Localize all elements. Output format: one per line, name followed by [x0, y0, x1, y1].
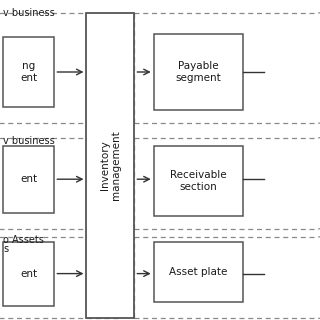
FancyBboxPatch shape — [154, 34, 243, 110]
Text: Inventory
management: Inventory management — [100, 131, 121, 200]
Text: o Assets: o Assets — [3, 235, 44, 245]
FancyBboxPatch shape — [3, 146, 54, 213]
FancyBboxPatch shape — [154, 242, 243, 302]
FancyBboxPatch shape — [86, 13, 134, 318]
Text: ent: ent — [20, 268, 37, 279]
FancyBboxPatch shape — [154, 146, 243, 216]
Text: v business: v business — [3, 136, 55, 146]
Text: ent: ent — [20, 174, 37, 184]
Text: ng
ent: ng ent — [20, 61, 37, 83]
Text: Receivable
section: Receivable section — [170, 170, 227, 192]
FancyBboxPatch shape — [3, 242, 54, 306]
Text: Payable
segment: Payable segment — [176, 61, 221, 83]
Text: v business: v business — [3, 8, 55, 18]
Text: Asset plate: Asset plate — [169, 267, 228, 277]
FancyBboxPatch shape — [3, 37, 54, 107]
Text: s: s — [3, 244, 8, 254]
